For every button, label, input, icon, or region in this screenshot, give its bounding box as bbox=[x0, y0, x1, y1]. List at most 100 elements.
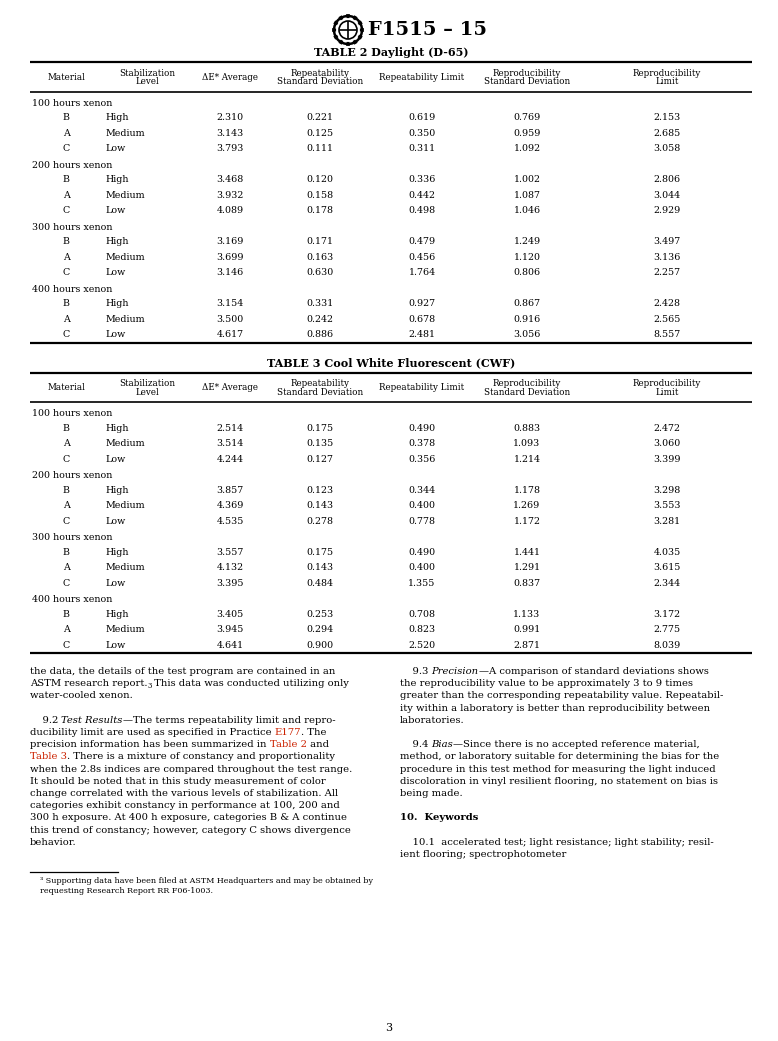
Text: 0.991: 0.991 bbox=[513, 626, 541, 634]
Text: A: A bbox=[63, 253, 70, 261]
Text: A: A bbox=[63, 314, 70, 324]
Text: A: A bbox=[63, 191, 70, 200]
Text: B: B bbox=[63, 486, 70, 494]
Text: 3.060: 3.060 bbox=[654, 439, 681, 449]
Text: Low: Low bbox=[106, 455, 126, 463]
Text: 0.927: 0.927 bbox=[408, 299, 436, 308]
Text: B: B bbox=[63, 113, 70, 122]
Text: ity within a laboratory is better than reproducibility between: ity within a laboratory is better than r… bbox=[400, 704, 710, 713]
Text: Precision: Precision bbox=[432, 667, 478, 676]
Text: 3: 3 bbox=[385, 1023, 393, 1033]
Text: 0.498: 0.498 bbox=[408, 206, 436, 215]
Text: Medium: Medium bbox=[106, 253, 145, 261]
Text: 3.468: 3.468 bbox=[216, 175, 244, 184]
Text: 0.125: 0.125 bbox=[307, 129, 334, 137]
Text: 0.163: 0.163 bbox=[307, 253, 334, 261]
Text: 1.087: 1.087 bbox=[513, 191, 541, 200]
Text: 3.281: 3.281 bbox=[654, 516, 681, 526]
Text: 0.778: 0.778 bbox=[408, 516, 436, 526]
Text: —The terms repeatability limit and repro-: —The terms repeatability limit and repro… bbox=[123, 716, 335, 725]
Text: 3.298: 3.298 bbox=[654, 486, 681, 494]
Text: 2.257: 2.257 bbox=[654, 269, 681, 277]
Text: High: High bbox=[106, 424, 129, 433]
Text: 200 hours xenon: 200 hours xenon bbox=[32, 471, 112, 480]
Text: C: C bbox=[63, 206, 70, 215]
Text: 0.708: 0.708 bbox=[408, 610, 436, 618]
Text: ΔE* Average: ΔE* Average bbox=[202, 383, 258, 392]
Text: 0.158: 0.158 bbox=[307, 191, 334, 200]
Text: 10.  Keywords: 10. Keywords bbox=[400, 813, 478, 822]
Text: 0.356: 0.356 bbox=[408, 455, 436, 463]
Text: greater than the corresponding repeatability value. Repeatabil-: greater than the corresponding repeatabi… bbox=[400, 691, 724, 701]
Text: Standard Deviation: Standard Deviation bbox=[484, 77, 570, 86]
Text: Table 3: Table 3 bbox=[30, 753, 67, 761]
Text: 0.331: 0.331 bbox=[307, 299, 334, 308]
Text: 0.823: 0.823 bbox=[408, 626, 436, 634]
Text: 3.136: 3.136 bbox=[654, 253, 681, 261]
Text: 9.4: 9.4 bbox=[400, 740, 432, 750]
Text: 200 hours xenon: 200 hours xenon bbox=[32, 160, 112, 170]
Text: 10.1  accelerated test; light resistance; light stability; resil-: 10.1 accelerated test; light resistance;… bbox=[400, 838, 713, 846]
Text: C: C bbox=[63, 516, 70, 526]
Text: 8.039: 8.039 bbox=[654, 641, 681, 650]
Text: 0.175: 0.175 bbox=[307, 548, 334, 557]
Text: 1.249: 1.249 bbox=[513, 237, 541, 247]
Text: the data, the details of the test program are contained in an: the data, the details of the test progra… bbox=[30, 667, 335, 676]
Text: 4.089: 4.089 bbox=[216, 206, 244, 215]
Text: 1.355: 1.355 bbox=[408, 579, 436, 588]
Text: 2.806: 2.806 bbox=[654, 175, 681, 184]
Text: 300 hours xenon: 300 hours xenon bbox=[32, 223, 113, 231]
Polygon shape bbox=[338, 16, 343, 21]
Text: 1.002: 1.002 bbox=[513, 175, 541, 184]
Text: change correlated with the various levels of stabilization. All: change correlated with the various level… bbox=[30, 789, 338, 798]
Text: and: and bbox=[307, 740, 328, 750]
Text: 3.044: 3.044 bbox=[654, 191, 681, 200]
Text: A: A bbox=[63, 563, 70, 573]
Text: 3.146: 3.146 bbox=[216, 269, 244, 277]
Text: 4.244: 4.244 bbox=[216, 455, 244, 463]
Text: 300 h exposure. At 400 h exposure, categories B & A continue: 300 h exposure. At 400 h exposure, categ… bbox=[30, 813, 347, 822]
Text: 0.143: 0.143 bbox=[307, 563, 334, 573]
Text: 3.857: 3.857 bbox=[216, 486, 244, 494]
Text: 2.428: 2.428 bbox=[654, 299, 681, 308]
Text: 0.175: 0.175 bbox=[307, 424, 334, 433]
Text: this trend of constancy; however, category C shows divergence: this trend of constancy; however, catego… bbox=[30, 826, 351, 835]
Text: C: C bbox=[63, 330, 70, 339]
Text: Low: Low bbox=[106, 269, 126, 277]
Text: 4.035: 4.035 bbox=[654, 548, 681, 557]
Text: 0.400: 0.400 bbox=[408, 563, 436, 573]
Text: 100 hours xenon: 100 hours xenon bbox=[32, 409, 112, 418]
Text: 3.154: 3.154 bbox=[216, 299, 244, 308]
Text: High: High bbox=[106, 237, 129, 247]
Text: Limit: Limit bbox=[655, 387, 678, 397]
Text: 0.350: 0.350 bbox=[408, 129, 436, 137]
Text: 0.221: 0.221 bbox=[307, 113, 334, 122]
Text: 9.3: 9.3 bbox=[400, 667, 432, 676]
Text: High: High bbox=[106, 486, 129, 494]
Text: method, or laboratory suitable for determining the bias for the: method, or laboratory suitable for deter… bbox=[400, 753, 719, 761]
Text: 2.520: 2.520 bbox=[408, 641, 436, 650]
Text: 0.886: 0.886 bbox=[307, 330, 334, 339]
Text: C: C bbox=[63, 145, 70, 153]
Text: It should be noted that in this study measurement of color: It should be noted that in this study me… bbox=[30, 777, 326, 786]
Text: A: A bbox=[63, 502, 70, 510]
Text: 1.269: 1.269 bbox=[513, 502, 541, 510]
Text: procedure in this test method for measuring the light induced: procedure in this test method for measur… bbox=[400, 764, 716, 773]
Text: Repeatability: Repeatability bbox=[290, 379, 349, 388]
Text: Material: Material bbox=[47, 73, 86, 82]
Text: High: High bbox=[106, 299, 129, 308]
Polygon shape bbox=[338, 40, 343, 45]
Text: 400 hours xenon: 400 hours xenon bbox=[32, 284, 112, 294]
Text: Limit: Limit bbox=[655, 77, 678, 86]
Text: —Since there is no accepted reference material,: —Since there is no accepted reference ma… bbox=[454, 740, 700, 750]
Text: 0.336: 0.336 bbox=[408, 175, 436, 184]
Text: 0.479: 0.479 bbox=[408, 237, 436, 247]
Text: ient flooring; spectrophotometer: ient flooring; spectrophotometer bbox=[400, 850, 566, 859]
Text: Medium: Medium bbox=[106, 129, 145, 137]
Text: Low: Low bbox=[106, 516, 126, 526]
Text: Medium: Medium bbox=[106, 626, 145, 634]
Text: 0.630: 0.630 bbox=[307, 269, 334, 277]
Text: 1.133: 1.133 bbox=[513, 610, 541, 618]
Text: 1.178: 1.178 bbox=[513, 486, 541, 494]
Text: 4.369: 4.369 bbox=[216, 502, 244, 510]
